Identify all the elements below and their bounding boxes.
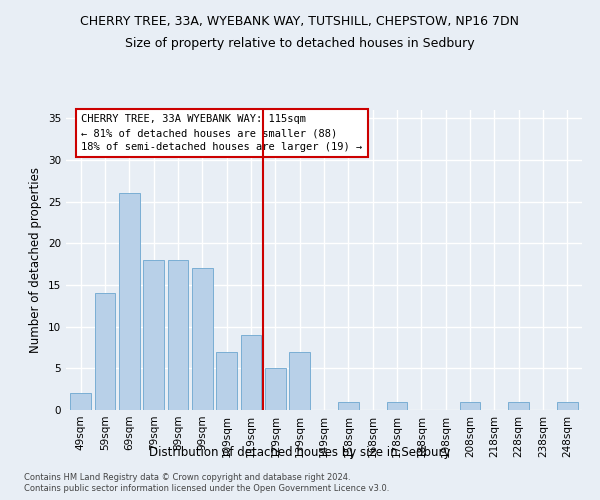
Bar <box>508 402 529 410</box>
Bar <box>289 352 310 410</box>
Bar <box>216 352 237 410</box>
Text: CHERRY TREE, 33A WYEBANK WAY: 115sqm
← 81% of detached houses are smaller (88)
1: CHERRY TREE, 33A WYEBANK WAY: 115sqm ← 8… <box>81 114 362 152</box>
Bar <box>338 402 359 410</box>
Bar <box>386 402 407 410</box>
Bar <box>460 402 481 410</box>
Text: Contains HM Land Registry data © Crown copyright and database right 2024.: Contains HM Land Registry data © Crown c… <box>24 473 350 482</box>
Text: Size of property relative to detached houses in Sedbury: Size of property relative to detached ho… <box>125 38 475 51</box>
Text: CHERRY TREE, 33A, WYEBANK WAY, TUTSHILL, CHEPSTOW, NP16 7DN: CHERRY TREE, 33A, WYEBANK WAY, TUTSHILL,… <box>80 15 520 28</box>
Y-axis label: Number of detached properties: Number of detached properties <box>29 167 43 353</box>
Bar <box>241 335 262 410</box>
Text: Contains public sector information licensed under the Open Government Licence v3: Contains public sector information licen… <box>24 484 389 493</box>
Bar <box>119 194 140 410</box>
Text: Distribution of detached houses by size in Sedbury: Distribution of detached houses by size … <box>149 446 451 459</box>
Bar <box>265 368 286 410</box>
Bar <box>95 294 115 410</box>
Bar <box>143 260 164 410</box>
Bar <box>167 260 188 410</box>
Bar <box>192 268 212 410</box>
Bar <box>70 394 91 410</box>
Bar <box>557 402 578 410</box>
